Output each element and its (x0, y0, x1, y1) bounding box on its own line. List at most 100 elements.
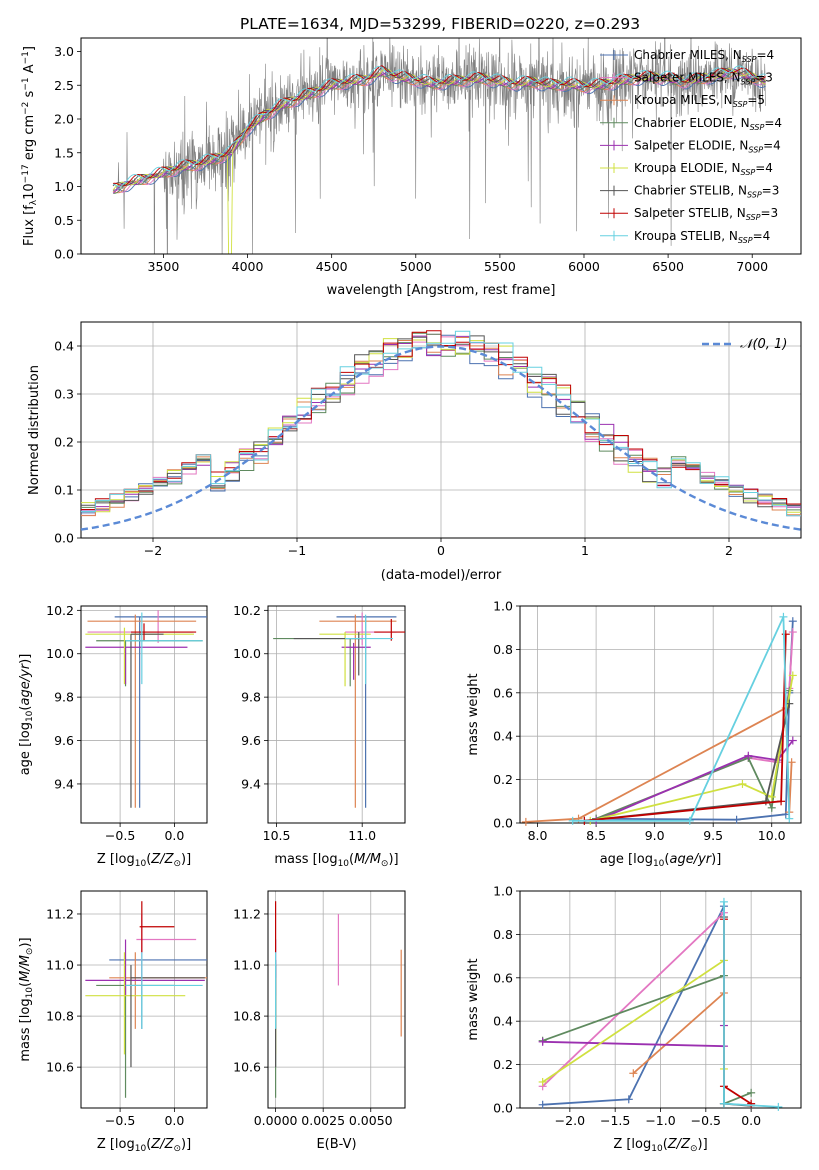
mass-vs-ebv-panel: 0.0000 0.0025 0.0050 10.6 10.8 11.0 11.2 E(B-V) (233, 890, 406, 1152)
y-tick-label: 10.2 (233, 603, 261, 618)
axes-frame (80, 605, 208, 824)
legend-label: Salpeter MILES, NSSP=3 (634, 71, 773, 87)
y-tick-label: 0.2 (54, 435, 74, 450)
y-axis-label: age [log10(age/yr)] (18, 654, 35, 776)
x-tick-label: 0.0000 (254, 1113, 298, 1128)
x-tick-label: 0.0050 (349, 1113, 393, 1128)
axes-frame (519, 605, 802, 824)
y-tick-label: 0.1 (54, 483, 74, 498)
legend-label: Kroupa ELODIE, NSSP=4 (634, 161, 773, 177)
x-tick-label: −1.0 (645, 1113, 675, 1128)
y-tick-label: 10.0 (46, 646, 74, 661)
x-tick-label: 8.0 (528, 828, 548, 843)
y-tick-label: 1.0 (493, 884, 513, 899)
spectrum-panel: 3500 4000 4500 5000 5500 6000 6500 7000 0.0 0.5 1.… (21, 37, 802, 298)
model-line-kroupa-stelib (112, 65, 766, 187)
weight-lines (538, 897, 783, 1111)
x-tick-label: 1 (581, 543, 589, 558)
y-tick-label: 11.0 (233, 958, 261, 973)
x-tick-label: 0 (437, 543, 445, 558)
y-tick-label: 9.4 (54, 776, 74, 791)
axes-frame (267, 890, 406, 1109)
legend-label: Kroupa MILES, NSSP=5 (634, 93, 765, 109)
y-axis-label: mass weight (466, 958, 481, 1040)
model-line-salpeter-miles (113, 71, 766, 193)
observed-spectrum-line (113, 38, 766, 254)
y-tick-label: 0.8 (493, 642, 513, 657)
age-vs-mass-panel: 10.5 11.0 9.4 9.6 9.8 10.0 10.2 mass [log10(M/M… (233, 603, 406, 869)
weight-line-salpeter-elodie (595, 739, 794, 822)
weight-vs-age-panel: 8.0 8.5 9.0 9.5 10.0 0.0 0.2 0.4 0.6 0.8 1.0 age [l… (466, 599, 802, 869)
x-tick-label: −0.5 (691, 1113, 721, 1128)
mass-vs-metallicity-panel: −0.5 0.0 10.6 10.8 11.0 11.2 Z [log10(Z/Z⊙)] ma… (18, 890, 208, 1154)
age-vs-metallicity-panel: −0.5 0.0 9.4 9.6 9.8 10.0 10.2 Z [log10(Z/Z⊙)] a… (18, 603, 208, 869)
y-tick-label: 1.0 (54, 179, 74, 194)
y-tick-label: 1.5 (54, 145, 74, 160)
legend-label: Salpeter STELIB, NSSP=3 (634, 206, 778, 222)
x-tick-label: −0.5 (105, 828, 135, 843)
x-tick-label: −2.0 (555, 1113, 585, 1128)
y-axis-label: Flux [fλ10−17 erg cm−2 s−1 A−1] (21, 46, 39, 246)
y-tick-label: 9.4 (241, 776, 261, 791)
x-tick-label: 0.0025 (301, 1113, 345, 1128)
x-tick-label: 4000 (232, 259, 264, 274)
y-tick-label: 10.6 (46, 1060, 74, 1075)
x-axis-label: age [log10(age/yr)] (600, 852, 722, 869)
y-tick-label: 10.0 (233, 646, 261, 661)
y-axis-label: mass weight (466, 673, 481, 755)
x-tick-label: 10.0 (758, 828, 786, 843)
y-tick-label: 9.6 (241, 733, 261, 748)
legend-label: Chabrier STELIB, NSSP=3 (634, 184, 779, 200)
legend-label: 𝒩(0, 1) (740, 337, 787, 352)
axes-layer: 10.5 11.0 9.4 9.6 9.8 10.0 10.2 (233, 603, 405, 843)
errorbars (85, 901, 207, 1098)
errorbars (273, 612, 405, 808)
y-tick-label: 0.0 (493, 1101, 513, 1116)
figure-title: PLATE=1634, MJD=53299, FIBERID=0220, z=0… (240, 15, 640, 33)
y-axis-label: mass [log10(M/M⊙)] (18, 937, 35, 1061)
x-axis-label: E(B-V) (316, 1137, 356, 1152)
legend-label: Chabrier MILES, NSSP=4 (634, 48, 774, 64)
x-tick-label: −1.5 (600, 1113, 630, 1128)
y-tick-label: 0.0 (54, 247, 74, 262)
y-tick-label: 0.0 (493, 816, 513, 831)
x-tick-label: 9.5 (703, 828, 723, 843)
axes-layer: −0.5 0.0 10.6 10.8 11.0 11.2 (46, 891, 207, 1128)
histogram-kroupa-elodie (81, 338, 801, 513)
x-tick-label: 3500 (148, 259, 180, 274)
axes-frame (267, 605, 406, 824)
x-tick-label: 8.5 (586, 828, 606, 843)
axes-frame (80, 321, 802, 539)
weight-lines (521, 612, 797, 826)
y-tick-label: 2.0 (54, 112, 74, 127)
axes-frame (80, 890, 208, 1109)
y-tick-label: 9.6 (54, 733, 74, 748)
x-tick-label: 0.0 (164, 1113, 184, 1128)
errorbars (85, 610, 207, 808)
x-tick-label: 5000 (400, 259, 432, 274)
x-axis-label: Z [log10(Z/Z⊙)] (97, 852, 191, 869)
histogram-steps (80, 330, 802, 531)
histogram-kroupa-stelib (81, 330, 801, 517)
y-tick-label: 0.6 (493, 685, 513, 700)
legend-label: Kroupa STELIB, NSSP=4 (634, 229, 770, 245)
plot-area (81, 606, 207, 823)
legend-label: Salpeter ELODIE, NSSP=4 (634, 138, 781, 154)
residuals-panel: −2 −1 0 1 2 0.0 0.1 0.2 0.3 0.4 𝒩(0, 1) (data-model… (27, 321, 802, 583)
y-tick-label: 1.0 (493, 599, 513, 614)
weight-vs-metallicity-panel: −2.0 −1.5 −1.0 −0.5 0.0 0.0 0.2 0.4 0.6 0.8 1.0 Z [… (466, 884, 802, 1154)
x-axis-label: Z [log10(Z/Z⊙)] (613, 1137, 707, 1154)
gaussian-curve (80, 345, 802, 531)
y-tick-label: 11.0 (46, 958, 74, 973)
y-tick-label: 9.8 (241, 690, 261, 705)
axes-layer: −0.5 0.0 9.4 9.6 9.8 10.0 10.2 (46, 603, 207, 843)
weight-line-kroupa-stelib (572, 616, 791, 822)
y-tick-label: 0.2 (493, 772, 513, 787)
y-tick-label: 10.8 (233, 1009, 261, 1024)
y-tick-label: 0.4 (493, 729, 513, 744)
spectrum-lines (112, 38, 767, 254)
axes-frame (80, 37, 802, 255)
y-tick-label: 0.5 (54, 213, 74, 228)
x-tick-label: 10.5 (263, 828, 291, 843)
